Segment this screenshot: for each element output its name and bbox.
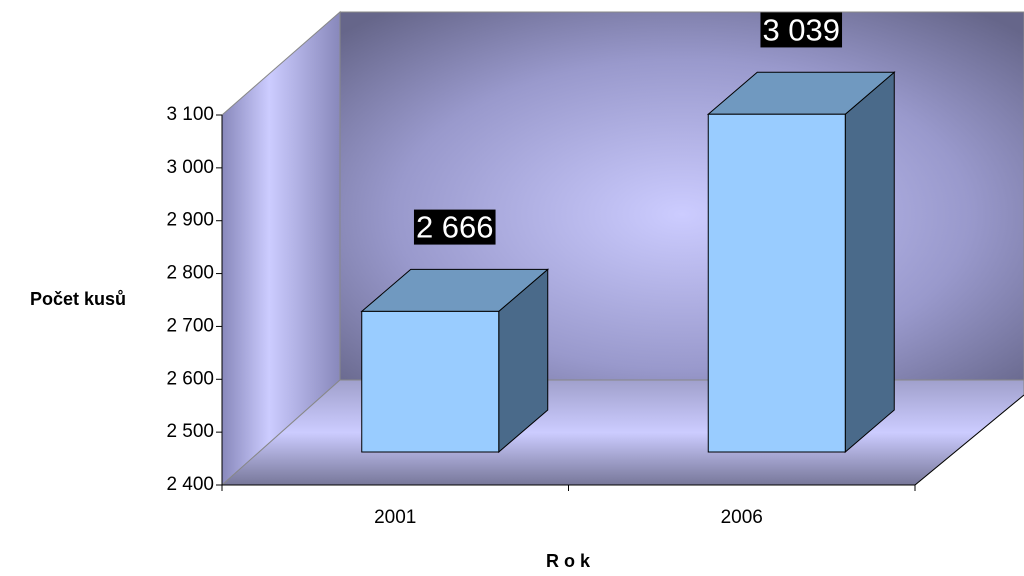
y-tick-label: 2 900 — [166, 210, 214, 231]
bar-front — [707, 113, 846, 453]
x-tick-label: 2006 — [721, 507, 763, 528]
floor-edge — [914, 394, 1024, 486]
y-axis-label: Počet kusů — [30, 289, 126, 309]
value-label-box — [760, 12, 843, 48]
y-tick-label: 2 600 — [166, 368, 214, 389]
bar-front — [361, 310, 500, 453]
value-label: 3 039 — [762, 12, 840, 47]
x-axis-label: R o k — [546, 551, 591, 571]
bar-side — [844, 71, 895, 454]
y-tick-label: 2 500 — [166, 421, 214, 442]
floor — [220, 379, 1024, 486]
y-tick-label: 2 700 — [166, 315, 214, 336]
value-label-box — [413, 209, 496, 245]
y-tick-label: 3 000 — [166, 157, 214, 178]
bar — [360, 268, 550, 454]
y-tick-label: 3 100 — [166, 104, 214, 125]
value-label: 2 666 — [416, 210, 494, 245]
x-tick-label: 2001 — [374, 507, 416, 528]
y-tick-label: 2 400 — [166, 474, 214, 495]
bar — [706, 71, 896, 454]
y-tick-label: 2 800 — [166, 263, 214, 284]
